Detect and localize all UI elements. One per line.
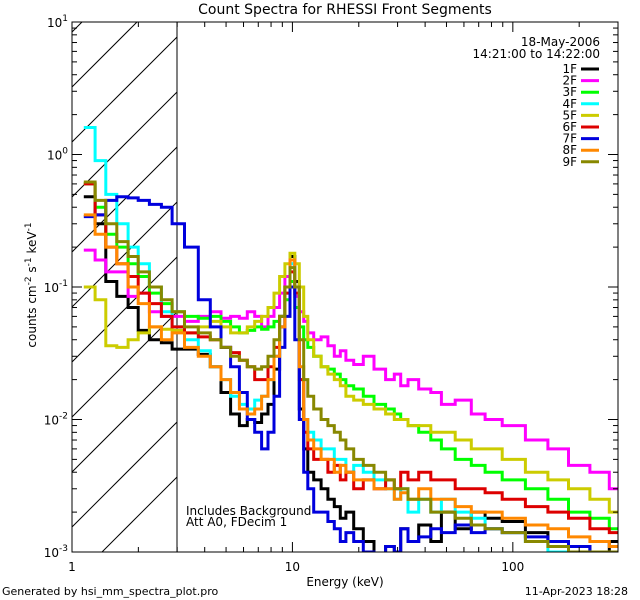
legend-label: 4F — [562, 97, 577, 111]
x-axis: 1 10 100 — [68, 22, 619, 574]
y-tick-label: 10-1 — [44, 279, 68, 295]
legend-label: 5F — [562, 108, 577, 122]
x-axis-label: Energy (keV) — [306, 575, 383, 589]
series-line-1F — [83, 195, 618, 552]
y-axis-label: counts cm-2 s-1 keV-1 — [24, 222, 39, 347]
hatch-line — [101, 476, 178, 552]
x-tick-label: 1 — [68, 560, 76, 574]
hatch-line — [72, 256, 178, 363]
hatch-line — [72, 22, 138, 88]
hatch-line — [72, 91, 178, 198]
y-label-part: s — [25, 266, 39, 276]
legend-label: 9F — [562, 155, 577, 169]
y-label-exp: -2 — [24, 276, 34, 285]
y-tick-label: 10-3 — [44, 544, 68, 560]
y-axis: 10-3 10-2 10-1 100 101 — [44, 14, 618, 560]
annotation-background: Includes Background — [186, 504, 311, 518]
chart-title: Count Spectra for RHESSI Front Segments — [198, 2, 492, 18]
series-line-9F — [83, 180, 618, 552]
series-line-3F — [83, 182, 618, 531]
y-tick-label: 101 — [47, 14, 68, 30]
y-label-exp: -1 — [24, 257, 34, 266]
date-text: 18-May-2006 — [521, 35, 600, 49]
footer-generated-by: Generated by hsi_mm_spectra_plot.pro — [2, 585, 218, 598]
series-line-5F — [83, 251, 618, 514]
series-line-2F — [83, 248, 618, 491]
y-tick-label: 100 — [47, 147, 68, 163]
y-tick-label: 10-2 — [44, 412, 68, 428]
y-label-part: counts cm — [25, 285, 39, 347]
x-tick-label: 100 — [501, 560, 524, 574]
series-line-7F — [83, 195, 618, 552]
footer-timestamp: 11-Apr-2023 18:28 — [525, 585, 628, 598]
time-range-text: 14:21:00 to 14:22:00 — [473, 47, 600, 61]
y-label-part: keV — [25, 231, 39, 258]
hatch-line — [72, 366, 178, 473]
hatch-line — [72, 22, 83, 33]
hatch-line — [72, 311, 178, 418]
series-group — [83, 126, 618, 552]
y-label-exp: -1 — [24, 222, 34, 231]
legend-label: 1F — [562, 62, 577, 76]
hatch-line — [72, 146, 178, 253]
hatch-line — [72, 421, 178, 528]
series-line-6F — [83, 182, 618, 535]
series-line-8F — [83, 213, 618, 548]
legend-label: 8F — [562, 143, 577, 157]
hatch-line — [72, 36, 178, 143]
legend-label: 3F — [562, 85, 577, 99]
annotation-attenuator: Att A0, FDecim 1 — [186, 515, 287, 529]
legend-label: 7F — [562, 132, 577, 146]
hatched-region — [72, 22, 178, 552]
x-tick-label: 10 — [285, 560, 300, 574]
hatch-line — [72, 201, 178, 308]
legend-label: 2F — [562, 74, 577, 88]
legend-label: 6F — [562, 120, 577, 134]
